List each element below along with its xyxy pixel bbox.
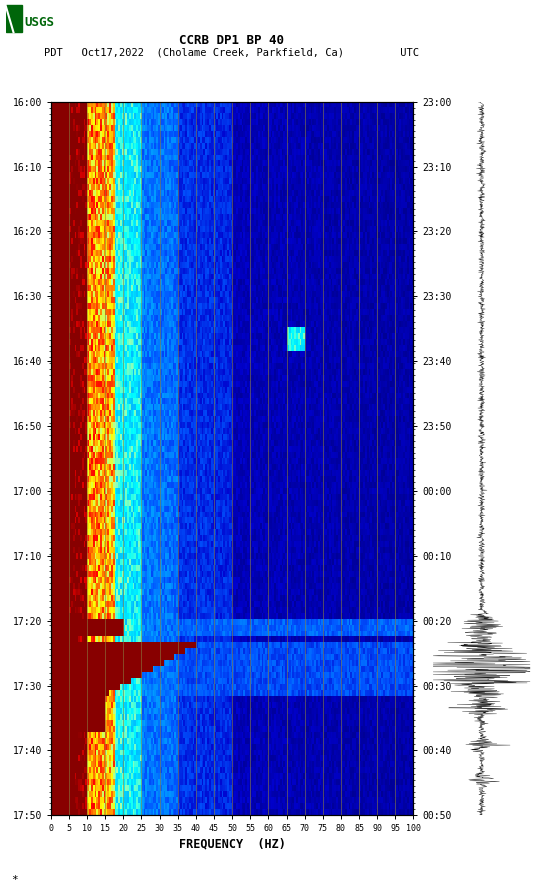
Text: USGS: USGS bbox=[25, 16, 55, 29]
Text: CCRB DP1 BP 40: CCRB DP1 BP 40 bbox=[179, 34, 284, 47]
Bar bbox=[6, 5, 22, 32]
Text: PDT   Oct17,2022  (Cholame Creek, Parkfield, Ca)         UTC: PDT Oct17,2022 (Cholame Creek, Parkfield… bbox=[44, 47, 420, 57]
Text: *: * bbox=[11, 875, 18, 885]
X-axis label: FREQUENCY  (HZ): FREQUENCY (HZ) bbox=[179, 838, 285, 850]
